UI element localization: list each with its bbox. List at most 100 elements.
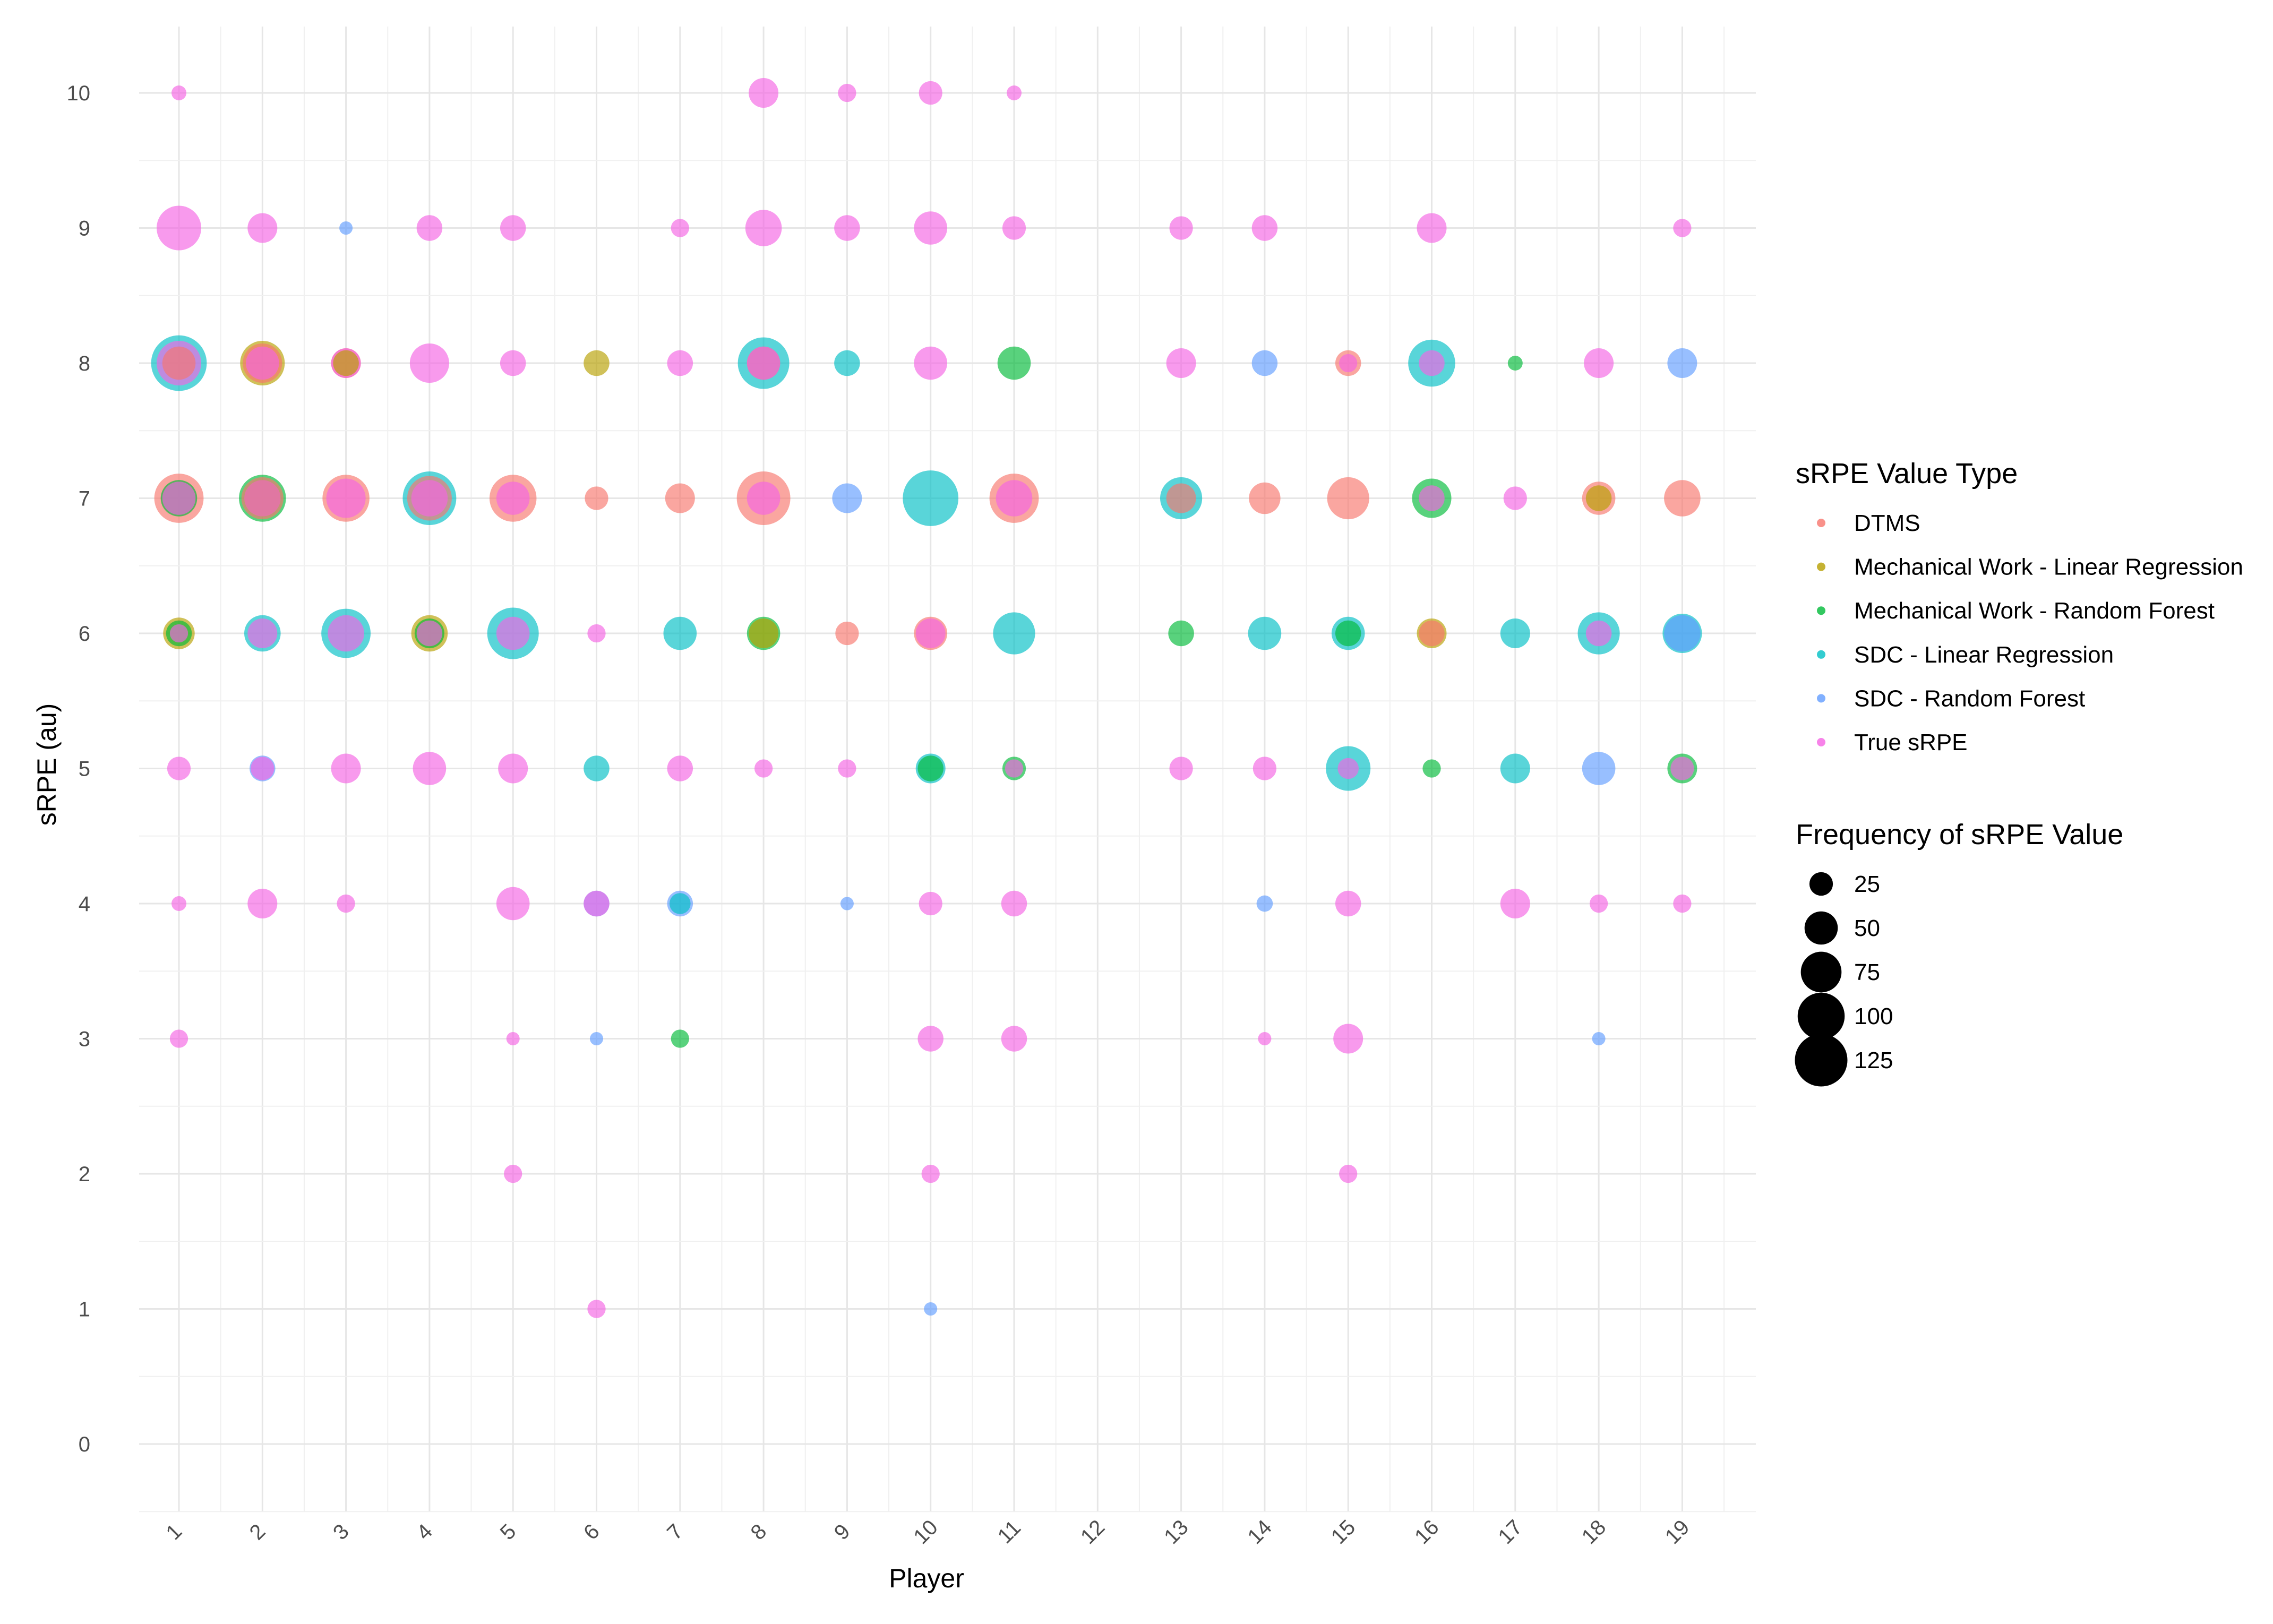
legend-label: SDC - Linear Regression (1854, 642, 2114, 668)
data-point (585, 486, 608, 510)
data-point (1339, 1164, 1358, 1183)
data-point (245, 346, 279, 380)
y-tick-label: 7 (79, 487, 90, 511)
data-point (834, 215, 860, 241)
data-point (584, 890, 610, 917)
legend-label: Mechanical Work - Random Forest (1854, 598, 2215, 624)
data-point (921, 1164, 940, 1183)
data-point (1585, 485, 1612, 511)
data-point (1166, 348, 1196, 378)
data-point (667, 350, 693, 376)
data-point (917, 1026, 943, 1052)
data-point (1168, 620, 1194, 647)
data-point (1248, 616, 1282, 650)
data-point (745, 210, 782, 246)
data-point (1256, 895, 1273, 912)
data-point (409, 343, 449, 383)
data-point (247, 618, 278, 648)
data-point (667, 755, 693, 781)
data-point (1589, 894, 1608, 913)
data-point (587, 1300, 606, 1318)
data-point (331, 753, 361, 784)
data-point (903, 470, 959, 526)
data-points (151, 78, 1702, 1318)
data-point (749, 618, 779, 648)
data-point (1166, 483, 1196, 513)
data-point (1251, 350, 1278, 376)
data-point (1500, 618, 1530, 648)
data-point (326, 478, 366, 518)
data-point (1251, 215, 1278, 241)
data-point (500, 215, 526, 241)
data-point (996, 480, 1033, 517)
data-point (1169, 216, 1193, 240)
legend-label: SDC - Random Forest (1854, 685, 2085, 711)
data-point (1664, 480, 1701, 517)
data-point (251, 757, 275, 780)
x-axis-title: Player (889, 1563, 964, 1593)
data-point (663, 616, 697, 650)
data-point (328, 615, 364, 652)
size-legend-label: 125 (1854, 1047, 1893, 1073)
data-point (915, 618, 946, 648)
data-point (838, 759, 856, 778)
data-point (506, 1032, 520, 1046)
data-point (411, 480, 448, 517)
legend-key (1817, 738, 1825, 746)
data-point (919, 81, 942, 105)
data-point (671, 219, 689, 237)
data-point (1327, 477, 1369, 520)
data-point (671, 1029, 689, 1048)
data-point (1673, 219, 1692, 237)
data-point (1500, 889, 1530, 918)
data-point (247, 889, 278, 918)
y-tick-label: 1 (79, 1298, 90, 1321)
data-point (1005, 759, 1024, 778)
data-point (840, 897, 854, 910)
data-point (496, 616, 530, 650)
data-point (924, 1302, 938, 1316)
data-point (587, 624, 606, 643)
data-point (919, 891, 942, 916)
data-point (1673, 894, 1692, 913)
legend-label: DTMS (1854, 510, 1920, 536)
data-point (504, 1164, 522, 1183)
data-point (498, 753, 528, 784)
size-legend-key (1797, 992, 1845, 1040)
data-point (589, 1032, 604, 1046)
y-axis-title: sRPE (au) (32, 703, 62, 826)
y-tick-label: 8 (79, 352, 90, 375)
y-tick-label: 9 (79, 217, 90, 240)
color-legend-title: sRPE Value Type (1796, 458, 2018, 489)
size-legend-key (1795, 1034, 1848, 1087)
data-point (1500, 753, 1530, 784)
data-point (162, 482, 196, 515)
data-point (1667, 348, 1697, 378)
data-point (413, 752, 447, 785)
y-tick-label: 10 (67, 82, 91, 105)
data-point (1503, 486, 1527, 510)
data-point (1584, 348, 1614, 378)
data-point (339, 221, 353, 235)
y-tick-label: 3 (79, 1028, 90, 1051)
size-legend-label: 25 (1854, 871, 1880, 897)
size-legend-key (1800, 951, 1842, 993)
legend-key (1817, 519, 1825, 527)
data-point (169, 1029, 188, 1048)
data-point (496, 887, 530, 921)
data-point (1585, 620, 1612, 647)
data-point (1337, 758, 1359, 779)
data-point (1002, 216, 1026, 240)
size-legend-label: 100 (1854, 1003, 1893, 1029)
data-point (749, 78, 779, 108)
y-tick-label: 2 (79, 1163, 90, 1186)
data-point (993, 612, 1035, 655)
legend-label: True sRPE (1854, 729, 1968, 755)
data-point (171, 85, 186, 100)
y-tick-label: 6 (79, 622, 90, 646)
data-point (162, 346, 196, 380)
data-point (1419, 620, 1445, 647)
data-point (914, 346, 948, 380)
